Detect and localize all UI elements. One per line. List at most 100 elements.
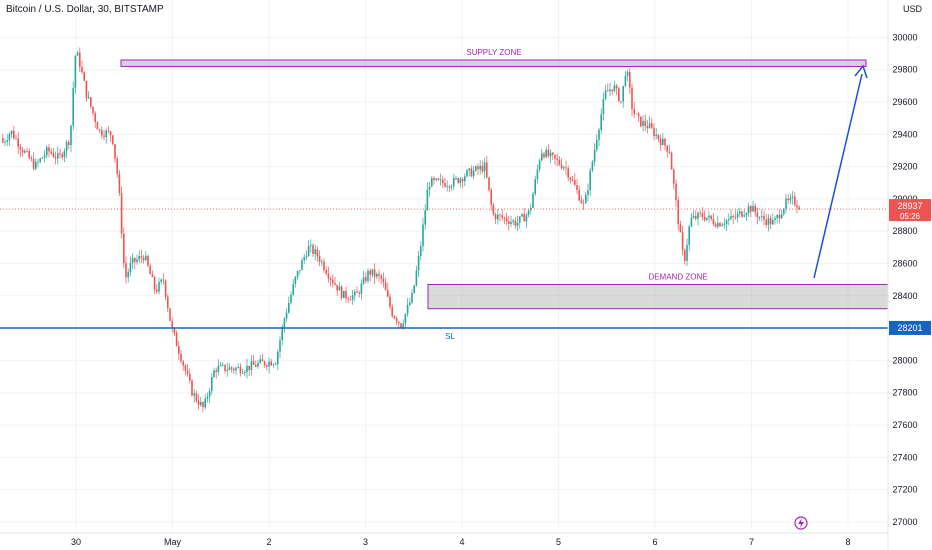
candle-body (532, 193, 534, 208)
candle-body (208, 390, 211, 397)
candle-body (237, 366, 239, 368)
candle-body (404, 313, 407, 324)
lightning-icon-bolt (798, 518, 804, 528)
candle-body (565, 167, 567, 169)
candle-body (354, 291, 356, 296)
candle-body (604, 90, 607, 99)
y-tick-label: 30000 (892, 32, 917, 42)
candle-body (277, 351, 279, 365)
candle-body (186, 370, 189, 375)
candle-body (112, 135, 114, 145)
candle-body (272, 364, 275, 366)
candle-body (708, 215, 710, 218)
candle-body (543, 153, 545, 158)
candle-body (756, 212, 759, 218)
candle-body (94, 113, 96, 123)
candle-body (681, 232, 684, 251)
candle-body (219, 364, 222, 367)
candle-body (593, 149, 596, 162)
candle-body (349, 299, 352, 301)
candle-body (50, 151, 52, 154)
candle-body (343, 290, 345, 298)
candle-body (796, 204, 798, 208)
candle-body (347, 298, 349, 300)
x-tick-label: May (164, 537, 182, 547)
candle-body (695, 215, 697, 219)
candle-body (466, 170, 468, 177)
candle-body (525, 215, 528, 222)
candles (2, 47, 800, 413)
candle-body (598, 129, 600, 140)
candle-body (17, 138, 19, 148)
candle-body (156, 289, 158, 292)
candle-body (21, 149, 24, 153)
candle-body (288, 302, 290, 313)
candle-body (736, 213, 739, 218)
candle-body (2, 137, 4, 143)
candle-body (633, 108, 635, 114)
candle-body (373, 269, 376, 277)
candle-body (356, 291, 358, 293)
candle-body (43, 155, 46, 158)
countdown-text: 05:26 (900, 212, 921, 221)
candle-body (160, 279, 162, 282)
candle-body (646, 125, 649, 128)
candle-body (76, 52, 79, 56)
candle-body (340, 286, 343, 298)
candle-body (728, 218, 730, 221)
stop-loss-label: SL (445, 332, 455, 341)
x-tick-label: 30 (71, 537, 81, 547)
candle-body (450, 186, 453, 188)
candle-body (182, 361, 184, 366)
candle-body (470, 168, 473, 177)
candle-body (57, 153, 59, 159)
last-price-badge (889, 199, 931, 222)
y-tick-label: 28400 (892, 291, 917, 301)
candle-body (162, 279, 165, 281)
candle-body (479, 165, 481, 170)
y-tick-label: 28800 (892, 226, 917, 236)
candle-body (72, 87, 74, 126)
candle-body (743, 215, 745, 217)
candle-body (629, 72, 631, 88)
candle-body (263, 361, 266, 366)
candle-body (15, 138, 17, 140)
candle-body (422, 224, 424, 247)
candle-body (384, 282, 387, 291)
candle-body (703, 216, 706, 221)
candle-body (780, 214, 783, 219)
candle-body (360, 283, 363, 294)
projection-arrow (813, 73, 863, 279)
candle-body (622, 85, 624, 102)
candle-body (283, 318, 286, 328)
y-tick-label: 28600 (892, 259, 917, 269)
candle-body (701, 213, 704, 217)
candle-body (120, 192, 123, 234)
candle-body (483, 162, 486, 172)
candle-body (252, 361, 255, 365)
lightning-icon[interactable] (794, 516, 808, 530)
demand-zone (427, 283, 889, 310)
candle-body (246, 365, 248, 373)
candle-body (497, 214, 499, 220)
candle-body (754, 206, 756, 213)
candle-body (409, 302, 411, 306)
candle-body (19, 147, 22, 150)
candle-body (677, 199, 679, 225)
candle-body (659, 139, 662, 145)
symbol-title[interactable]: Bitcoin / U.S. Dollar, 30, BITSTAMP (6, 4, 164, 15)
candle-body (413, 285, 415, 293)
candle-body (431, 178, 433, 187)
candle-body (563, 167, 565, 169)
projection-arrow-head (854, 64, 868, 79)
candle-body (767, 218, 770, 225)
candle-body (318, 256, 321, 262)
candle-body (519, 216, 521, 223)
candle-body (457, 178, 459, 183)
candle-body (558, 159, 561, 165)
candle-body (230, 367, 233, 369)
candle-body (305, 256, 308, 257)
